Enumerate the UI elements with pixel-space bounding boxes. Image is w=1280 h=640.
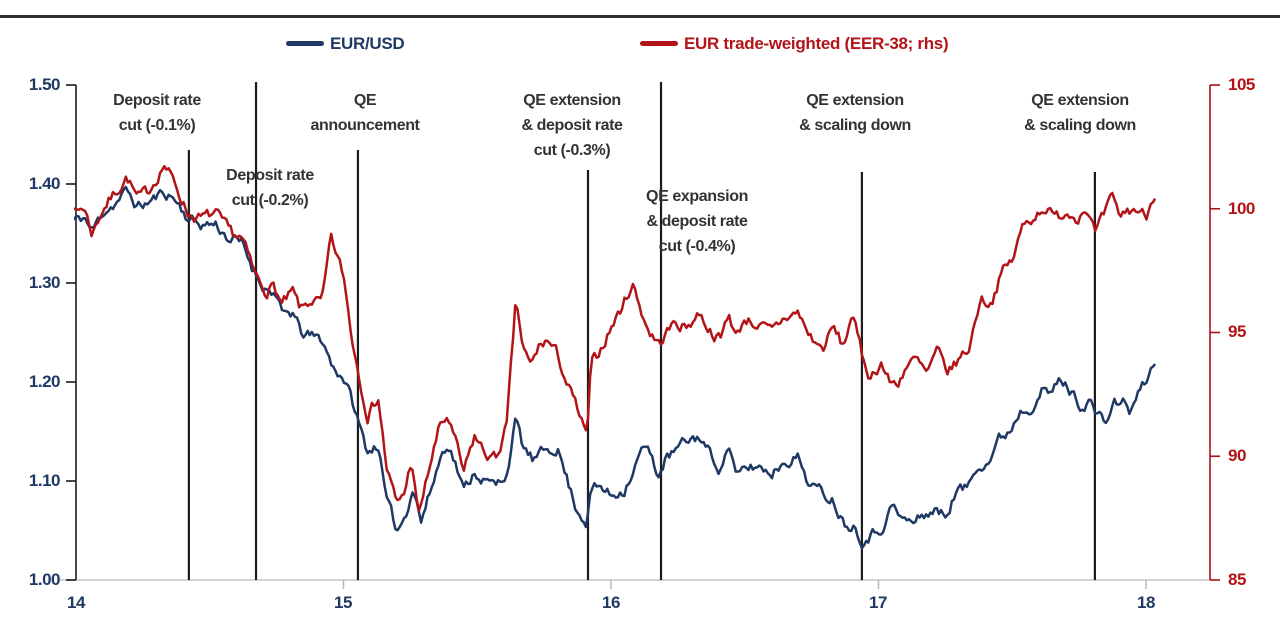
y-right-tick-85: 85 [1228, 570, 1246, 589]
legend-label-eurusd: EUR/USD [330, 34, 405, 53]
y-right-tick-95: 95 [1228, 322, 1246, 341]
eurusd-line-swatch [286, 41, 324, 46]
y-left-tick-140: 1.40 [28, 174, 61, 193]
y-left-tick-150: 1.50 [28, 75, 61, 94]
x-tick-14: 14 [67, 593, 85, 612]
eer38-line-swatch [640, 41, 678, 46]
annotation-qe-announcement: QE announcement [310, 92, 420, 134]
y-left-tick-130: 1.30 [28, 273, 61, 292]
x-tick-17: 17 [869, 593, 887, 612]
x-tick-16: 16 [602, 593, 620, 612]
legend-label-eer38: EUR trade-weighted (EER-38; rhs) [684, 34, 949, 53]
annotation-qe-ext-deposit-03: QE extension & deposit rate cut (-0.3%) [521, 92, 623, 159]
annotation-deposit-cut-01: Deposit rate cut (-0.1%) [113, 92, 201, 134]
y-right-tick-100: 100 [1228, 199, 1255, 218]
x-tick-15: 15 [334, 593, 352, 612]
y-left-tick-100: 1.00 [28, 570, 61, 589]
y-left-tick-110: 1.10 [28, 471, 61, 490]
annotation-qe-ext-scaling-1: QE extension & scaling down [799, 92, 911, 134]
top-divider [0, 15, 1280, 18]
y-right-tick-105: 105 [1228, 75, 1255, 94]
y-right-tick-90: 90 [1228, 446, 1246, 465]
annotation-qe-exp-deposit-04: QE expansion & deposit rate cut (-0.4%) [646, 188, 748, 255]
annotation-deposit-cut-02: Deposit rate cut (-0.2%) [226, 167, 314, 209]
y-left-tick-120: 1.20 [28, 372, 61, 391]
annotation-qe-ext-scaling-2: QE extension & scaling down [1024, 92, 1136, 134]
x-tick-18: 18 [1137, 593, 1155, 612]
